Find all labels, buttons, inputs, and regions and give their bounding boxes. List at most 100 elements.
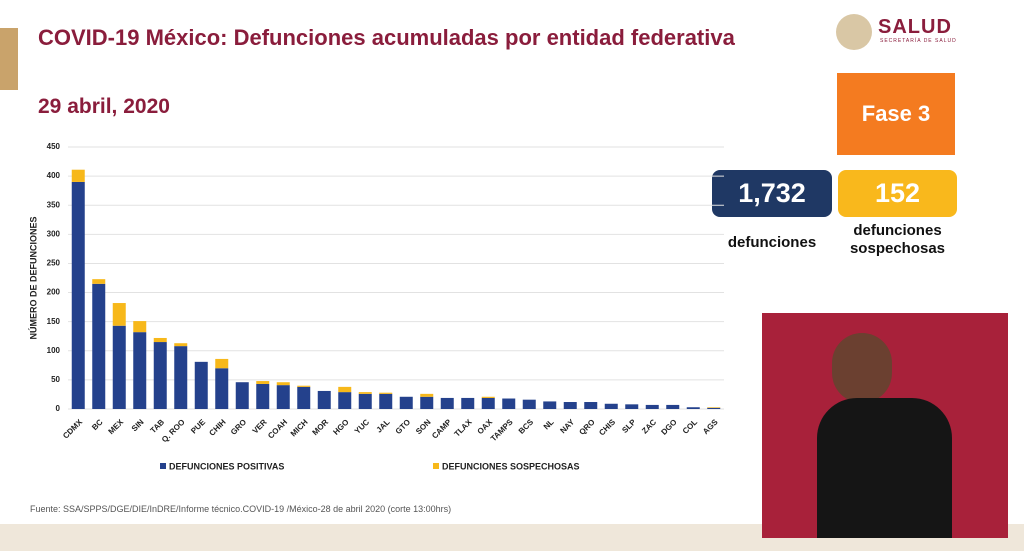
slide-title: COVID-19 México: Defunciones acumuladas … [38, 25, 735, 50]
bar-segment [358, 393, 372, 409]
bar-segment [707, 407, 721, 409]
x-tick-label: CHIS [597, 417, 617, 437]
accent-bar [0, 28, 18, 90]
bar-segment [92, 283, 106, 409]
phase-box: Fase 3 [837, 73, 955, 155]
logo-subtitle: SECRETARÍA DE SALUD [880, 38, 957, 44]
x-tick-label: BC [90, 417, 105, 432]
x-tick-label: YUC [353, 417, 371, 435]
x-tick-label: MOR [311, 417, 331, 437]
bar-segment [461, 397, 475, 409]
bar-segment [481, 396, 495, 398]
bar-segment [317, 390, 331, 409]
bar-segment [71, 181, 85, 409]
bar-segment [563, 402, 577, 409]
deaths-label: defunciones [727, 234, 817, 251]
bar-segment [92, 279, 106, 284]
bar-segment [297, 385, 311, 387]
bar-segment [522, 399, 536, 409]
bar-segment [604, 403, 618, 409]
x-tick-label: HGO [331, 418, 350, 437]
y-tick-label: 0 [56, 404, 61, 413]
bar-segment [215, 368, 229, 409]
x-tick-label: NAY [558, 417, 576, 435]
x-tick-label: TAB [149, 417, 167, 435]
bar-segment [645, 404, 659, 409]
x-tick-label: COAH [266, 417, 289, 440]
bar-segment [256, 381, 270, 384]
y-tick-label: 150 [47, 317, 61, 326]
x-tick-label: TLAX [453, 417, 475, 439]
x-tick-label: VER [251, 417, 269, 435]
x-tick-label: MICH [289, 417, 310, 438]
legend-label: DEFUNCIONES POSITIVAS [169, 461, 284, 471]
logo-name: SALUD [878, 16, 952, 38]
x-tick-label: PUE [189, 417, 207, 435]
bar-segment [174, 346, 188, 409]
bar-segment [338, 392, 352, 409]
bar-segment [666, 404, 680, 409]
bar-segment [686, 407, 700, 409]
bar-segment [379, 393, 393, 409]
legend-swatch [160, 463, 166, 469]
bar-segment [420, 396, 434, 409]
x-tick-label: Q. ROO [160, 418, 187, 445]
x-tick-label: QRO [577, 418, 596, 437]
x-tick-label: MEX [107, 417, 126, 436]
x-tick-label: ZAC [640, 417, 658, 435]
suspect-box: 152 [838, 170, 957, 217]
x-tick-label: CAMP [430, 417, 453, 440]
chart: NÚMERO DE DEFUNCIONES 0 50 100 150 200 250 300 3… [27, 142, 724, 471]
bar-segment [379, 392, 393, 394]
x-tick-label: DGO [659, 418, 678, 437]
bar-segment [399, 396, 413, 409]
bar-segment [215, 358, 229, 369]
bar-segment [502, 398, 516, 409]
logo-emblem [836, 14, 872, 50]
x-tick-label: NL [542, 417, 556, 431]
y-tick-label: 100 [47, 346, 61, 355]
interpreter-video [762, 313, 1008, 538]
y-tick-label: 50 [51, 375, 60, 384]
y-tick-label: 350 [47, 200, 61, 209]
bar-segment [153, 337, 167, 343]
x-tick-label: TAMPS [489, 417, 515, 443]
suspect-label: defunciones sospechosas [849, 222, 946, 257]
legend-swatch [433, 463, 439, 469]
x-tick-label: AGS [701, 417, 720, 436]
y-tick-label: 200 [47, 288, 61, 297]
bar-segment [174, 343, 188, 347]
bar-segment [112, 303, 126, 326]
bar-segment [420, 393, 434, 397]
x-tick-label: CDMX [61, 417, 84, 440]
x-tick-label: BCS [517, 417, 536, 436]
bar-segment [71, 169, 85, 182]
bar-segment [256, 383, 270, 409]
legend-label: DEFUNCIONES SOSPECHOSAS [442, 461, 580, 471]
deaths-box: 1,732 [712, 170, 832, 217]
bar-segment [153, 342, 167, 409]
x-tick-label: GRO [229, 418, 248, 437]
slide-date: 29 abril, 2020 [38, 95, 170, 118]
bar-segment [625, 404, 639, 409]
x-tick-label: SLP [620, 417, 638, 435]
bar-segment [440, 397, 454, 409]
x-tick-label: JAL [375, 417, 392, 434]
y-tick-label: 300 [47, 229, 61, 238]
bar-segment [543, 401, 557, 409]
x-tick-label: SIN [130, 417, 146, 433]
x-tick-label: COL [681, 417, 699, 435]
x-tick-label: CHIH [207, 417, 227, 437]
bar-segment [133, 332, 147, 409]
bar-segment [584, 402, 598, 409]
y-tick-label: 400 [47, 171, 61, 180]
bar-segment [276, 382, 290, 386]
y-tick-label: 250 [47, 259, 61, 268]
x-tick-label: GTO [394, 418, 413, 437]
bar-segment [358, 392, 372, 394]
bar-segment [235, 382, 249, 409]
bar-segment [133, 321, 147, 333]
y-axis-label: NÚMERO DE DEFUNCIONES [27, 216, 38, 339]
bar-segment [276, 385, 290, 409]
